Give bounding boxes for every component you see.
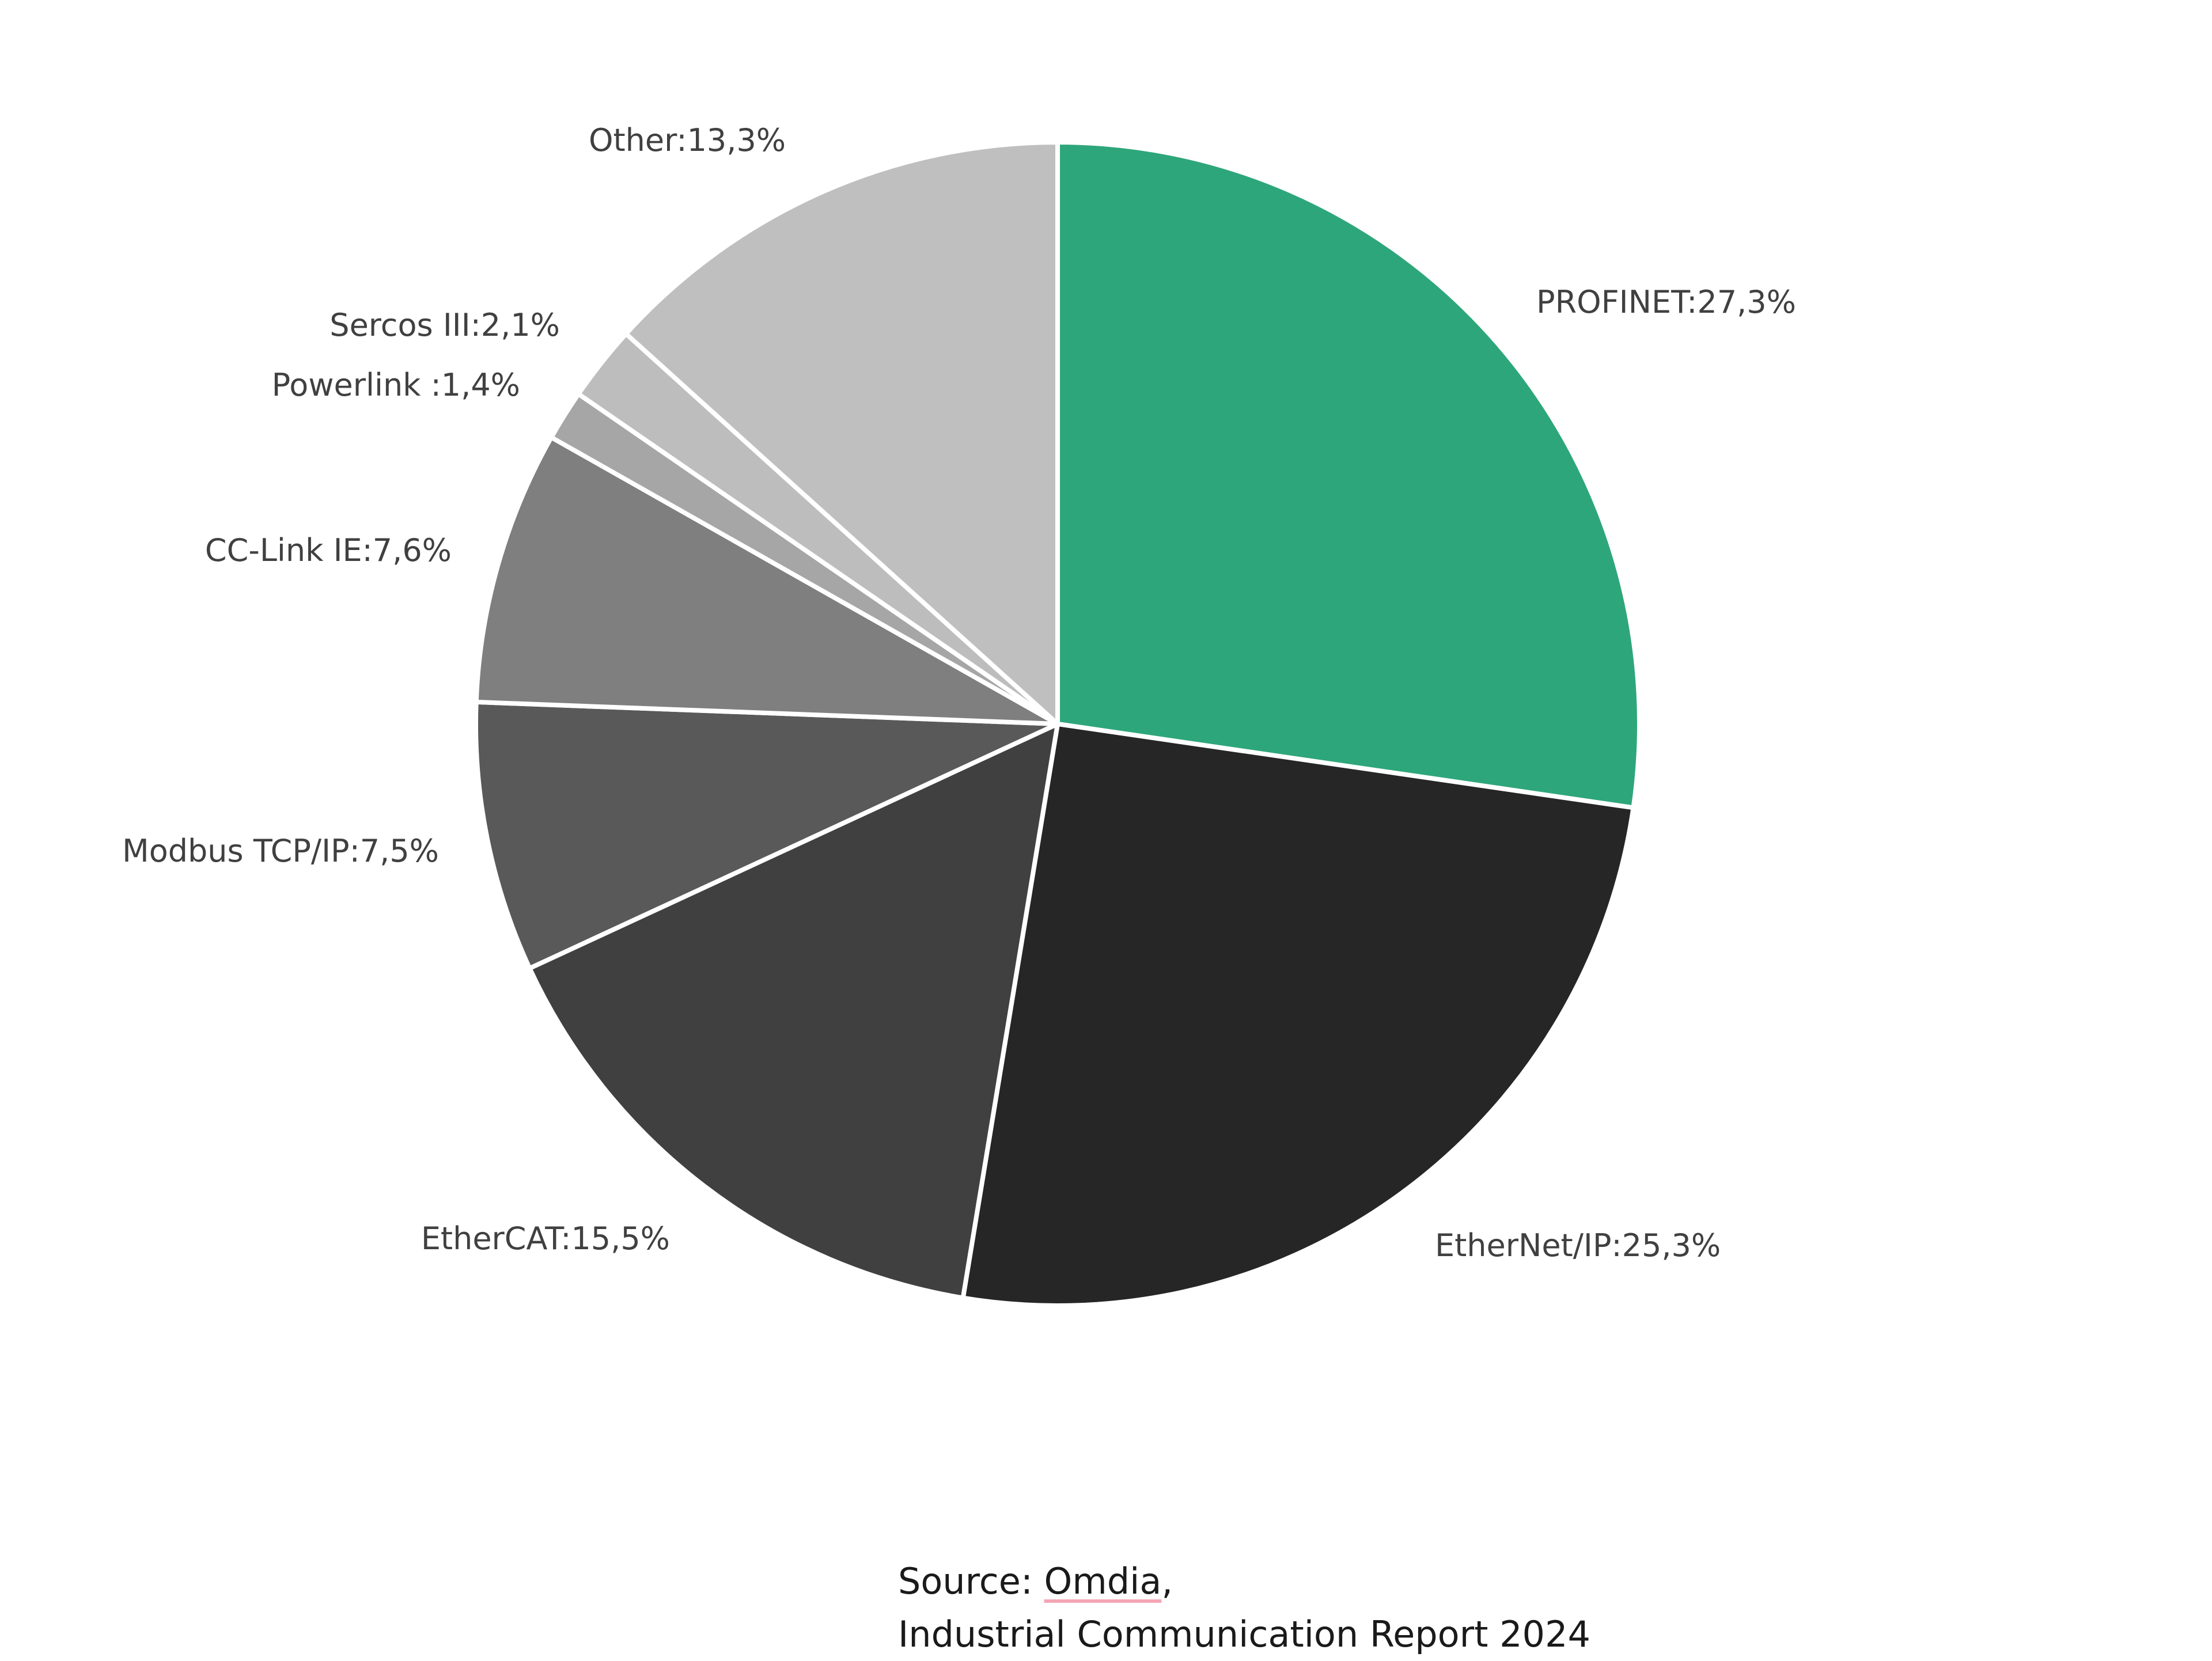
slice-modbus-tcp-ip: [474, 699, 1060, 971]
label-other: Other:13,3%: [589, 122, 786, 158]
label-sercos: Sercos III:2,1%: [329, 307, 560, 343]
source-line-2: Industrial Communication Report 2024: [898, 1613, 1590, 1655]
source-note: Source: Omdia, Industrial Communication …: [898, 1555, 1590, 1661]
label-ethernet-ip: EtherNet/IP:25,3%: [1435, 1227, 1721, 1264]
slice-profinet: [1055, 140, 1642, 810]
label-profinet: PROFINET:27,3%: [1536, 284, 1796, 320]
label-powerlink: Powerlink :1,4%: [272, 367, 520, 403]
source-name: Omdia: [1044, 1560, 1162, 1602]
source-line-1: Source: Omdia,: [898, 1555, 1590, 1608]
slice-cc-link-ie: [474, 435, 1060, 726]
label-ethercat: EtherCAT:15,5%: [421, 1220, 670, 1257]
slice-other: [623, 140, 1060, 726]
source-prefix: Source:: [898, 1560, 1044, 1602]
slice-ethercat: [527, 722, 1060, 1300]
label-cc-link: CC-Link IE:7,6%: [205, 532, 452, 568]
source-suffix: ,: [1161, 1560, 1173, 1602]
slice-ethernet-ip: [960, 722, 1636, 1308]
label-modbus: Modbus TCP/IP:7,5%: [122, 833, 439, 869]
